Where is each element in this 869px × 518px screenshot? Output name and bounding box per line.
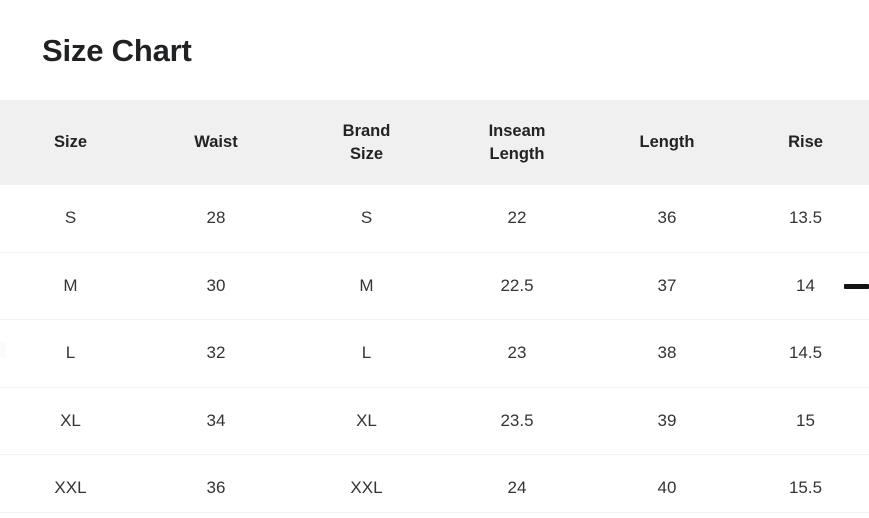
cell-brand-size: L xyxy=(291,319,442,387)
cell-rise: 14.5 xyxy=(742,319,869,387)
table-row: XXL 36 XXL 24 40 15.5 xyxy=(0,454,869,518)
cell-rise: 14 xyxy=(742,251,869,320)
page-title: Size Chart xyxy=(42,32,192,68)
cell-inseam: 23.5 xyxy=(442,386,592,455)
cell-rise: 15 xyxy=(742,386,869,455)
right-edge-dash-icon xyxy=(844,284,869,289)
table-body: S 28 S 22 36 13.5 M 30 M 22.5 37 14 L 32… xyxy=(0,185,869,518)
table-row: S 28 S 22 36 13.5 xyxy=(0,185,869,252)
column-header-inseam-length: Inseam Length xyxy=(442,100,592,185)
cell-waist: 32 xyxy=(141,319,291,387)
cell-brand-size: XL xyxy=(291,386,442,455)
cell-size: S xyxy=(64,208,77,228)
cell-size: L xyxy=(0,319,141,387)
cell-brand-size: S xyxy=(360,208,373,228)
cell-length: 36 xyxy=(657,208,677,228)
cell-brand-size: M xyxy=(291,251,442,320)
cell-waist: 28 xyxy=(206,208,226,228)
cell-length: 39 xyxy=(592,386,742,455)
cell-length: 38 xyxy=(592,319,742,387)
cell-size: M xyxy=(0,251,141,320)
table-header: Size Waist Brand Size Inseam Length Leng… xyxy=(0,100,869,185)
cell-rise: 15.5 xyxy=(742,454,869,518)
left-edge-artifact xyxy=(0,342,6,358)
cell-rise: 13.5 xyxy=(788,208,823,228)
cell-inseam: 23 xyxy=(442,319,592,387)
column-header-size: Size xyxy=(53,133,88,152)
table-bottom-divider xyxy=(0,512,869,513)
table-row: L 32 L 23 38 14.5 xyxy=(0,319,869,387)
column-header-brand-size: Brand Size xyxy=(291,100,442,185)
cell-size: XXL xyxy=(0,454,141,518)
cell-size: XL xyxy=(0,386,141,455)
column-header-inseam-length-line1: Inseam xyxy=(488,121,546,140)
cell-waist: 30 xyxy=(141,251,291,320)
column-header-length: Length xyxy=(639,133,695,152)
cell-brand-size: XXL xyxy=(291,454,442,518)
cell-length: 40 xyxy=(592,454,742,518)
cell-waist: 36 xyxy=(141,454,291,518)
table-row: XL 34 XL 23.5 39 15 xyxy=(0,386,869,455)
column-header-brand-size-line1: Brand xyxy=(342,121,391,140)
size-chart-table: Size Waist Brand Size Inseam Length Leng… xyxy=(0,100,869,518)
table-header-row: Size Waist Brand Size Inseam Length Leng… xyxy=(0,100,869,185)
cell-waist: 34 xyxy=(141,386,291,455)
table-row: M 30 M 22.5 37 14 xyxy=(0,251,869,320)
cell-inseam: 22.5 xyxy=(442,251,592,320)
column-header-waist: Waist xyxy=(194,133,238,152)
column-header-brand-size-line2: Size xyxy=(349,144,384,163)
column-header-rise: Rise xyxy=(788,133,823,152)
cell-inseam: 24 xyxy=(442,454,592,518)
cell-inseam: 22 xyxy=(507,208,527,228)
column-header-inseam-length-line2: Length xyxy=(489,144,545,163)
cell-length: 37 xyxy=(592,251,742,320)
page-header: Size Chart xyxy=(0,0,869,100)
